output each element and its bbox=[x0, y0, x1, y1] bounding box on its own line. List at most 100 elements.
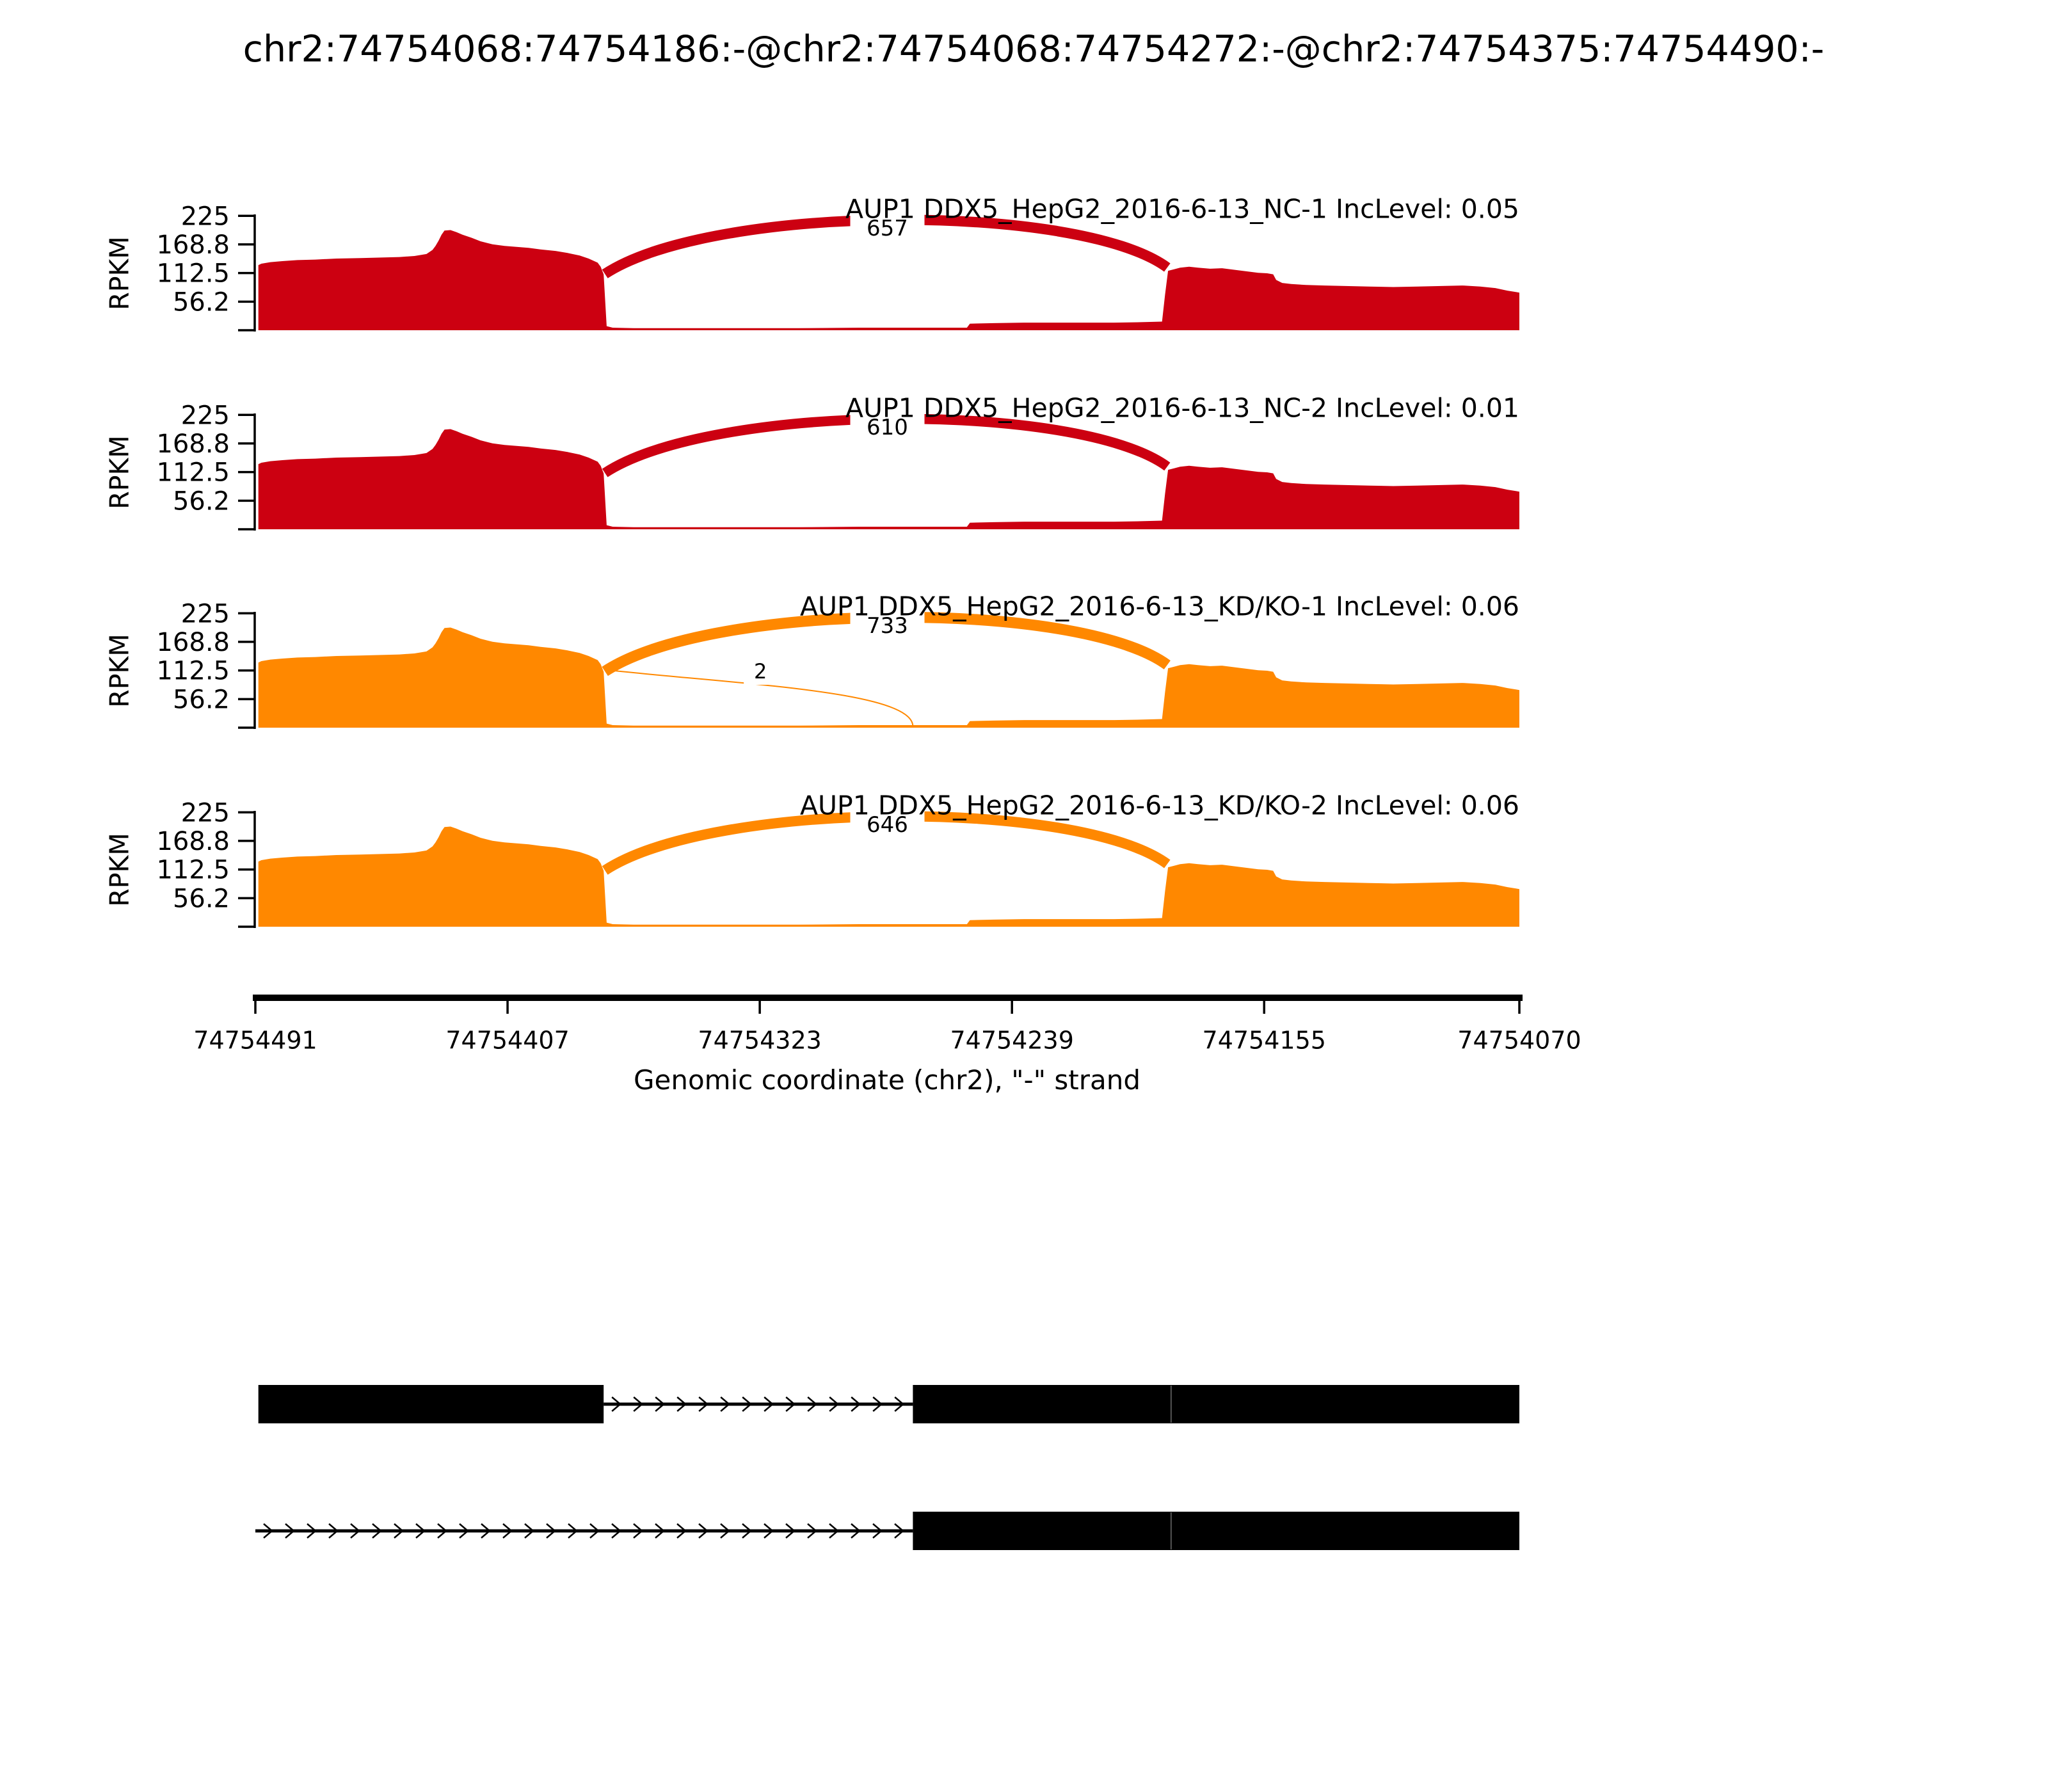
x-tick-label: 74754407 bbox=[445, 1026, 569, 1054]
strand-arrow-icon bbox=[720, 1396, 731, 1412]
strand-arrow-icon bbox=[894, 1523, 904, 1539]
exon-block bbox=[258, 1385, 604, 1423]
y-axis-title-group: RPKM bbox=[104, 833, 134, 906]
x-tick-label: 74754323 bbox=[698, 1026, 821, 1054]
strand-arrow-icon bbox=[350, 1523, 360, 1539]
strand-arrow-icon bbox=[589, 1523, 600, 1539]
transcript-models bbox=[255, 1385, 1519, 1550]
y-tick-label: 112.5 bbox=[156, 657, 230, 686]
strand-arrow-icon bbox=[807, 1396, 818, 1412]
junction-count-minor-bg bbox=[744, 658, 778, 685]
strand-arrow-icon bbox=[524, 1523, 534, 1539]
track-title: AUP1 DDX5_HepG2_2016-6-13_KD/KO-2 IncLev… bbox=[800, 790, 1519, 820]
exon-block bbox=[913, 1512, 1519, 1550]
y-tick-label: 112.5 bbox=[156, 856, 230, 885]
strand-arrow-icon bbox=[698, 1523, 708, 1539]
y-tick-label: 168.8 bbox=[156, 628, 230, 657]
strand-arrow-icon bbox=[785, 1396, 796, 1412]
y-tick-label: 56.2 bbox=[173, 884, 230, 913]
strand-arrow-icon bbox=[851, 1396, 861, 1412]
strand-arrow-icon bbox=[655, 1396, 666, 1412]
strand-arrow-icon bbox=[698, 1396, 709, 1412]
y-tick-label: 112.5 bbox=[156, 259, 230, 289]
coverage-area bbox=[258, 627, 1520, 728]
strand-arrow-icon bbox=[307, 1523, 317, 1539]
y-axis-title-group: RPKM bbox=[104, 435, 134, 509]
strand-arrow-icon bbox=[415, 1523, 426, 1539]
coverage-area bbox=[258, 826, 1520, 927]
x-axis-title: Genomic coordinate (chr2), "-" strand bbox=[634, 1064, 1140, 1096]
x-axis: 74754491 74754407 74754323 74754239 74754155… bbox=[193, 995, 1581, 1096]
strand-arrow-icon bbox=[502, 1523, 513, 1539]
strand-arrow-icon bbox=[676, 1396, 687, 1412]
y-axis-title-group: RPKM bbox=[104, 634, 134, 707]
coverage-area bbox=[258, 230, 1520, 330]
track-title: AUP1 DDX5_HepG2_2016-6-13_NC-2 IncLevel:… bbox=[845, 392, 1519, 423]
junction-count-label: 733 bbox=[867, 613, 908, 639]
junction-count-label: 646 bbox=[867, 812, 908, 838]
track-title: AUP1 DDX5_HepG2_2016-6-13_NC-1 IncLevel:… bbox=[845, 193, 1519, 224]
plot-title: chr2:74754068:74754186:-@chr2:74754068:7… bbox=[243, 28, 1825, 70]
y-tick-label: 168.8 bbox=[156, 827, 230, 856]
y-axis-title: RPKM bbox=[104, 634, 134, 707]
y-tick-label: 56.2 bbox=[173, 486, 230, 516]
junction-count-label: 610 bbox=[867, 415, 908, 440]
strand-arrow-icon bbox=[568, 1523, 578, 1539]
y-axis-title: RPKM bbox=[104, 833, 134, 906]
x-axis-ticks: 74754491 74754407 74754323 74754239 74754155… bbox=[193, 1000, 1581, 1054]
track-title: AUP1 DDX5_HepG2_2016-6-13_KD/KO-1 IncLev… bbox=[800, 591, 1519, 621]
transcript-isoform-long-exon bbox=[258, 1385, 1519, 1423]
strand-arrow-icon bbox=[655, 1523, 665, 1539]
strand-arrow-icon bbox=[459, 1523, 469, 1539]
transcript-isoform-short-exon bbox=[255, 1512, 1519, 1550]
strand-arrow-icon bbox=[785, 1523, 796, 1539]
y-tick-label: 168.8 bbox=[156, 429, 230, 459]
strand-arrow-icon bbox=[546, 1523, 556, 1539]
strand-arrow-icon bbox=[872, 1396, 883, 1412]
junction-count-minor-label: 2 bbox=[754, 659, 767, 684]
strand-arrow-icon bbox=[807, 1523, 817, 1539]
x-axis-bar bbox=[253, 995, 1523, 1001]
strand-arrow-icon bbox=[676, 1523, 687, 1539]
strand-arrow-icon bbox=[742, 1396, 753, 1412]
y-tick-label: 225 bbox=[181, 401, 230, 430]
strand-arrow-icon bbox=[611, 1523, 621, 1539]
junction-count-bg bbox=[850, 413, 925, 441]
y-tick-label: 168.8 bbox=[156, 230, 230, 260]
junction-count-bg bbox=[850, 611, 925, 639]
y-tick-label: 225 bbox=[181, 599, 230, 628]
strand-arrow-icon bbox=[633, 1523, 643, 1539]
strand-arrow-icon bbox=[611, 1396, 622, 1412]
junction-count-bg bbox=[850, 214, 925, 242]
y-tick-label: 56.2 bbox=[173, 287, 230, 317]
strand-arrow-icon bbox=[764, 1523, 774, 1539]
strand-arrow-icon bbox=[851, 1523, 861, 1539]
strand-arrow-icon bbox=[764, 1396, 774, 1412]
y-axis-title-group: RPKM bbox=[104, 236, 134, 310]
strand-arrow-icon bbox=[742, 1523, 752, 1539]
y-tick-label: 56.2 bbox=[173, 685, 230, 714]
junction-count-bg bbox=[850, 810, 925, 838]
strand-arrow-icon bbox=[481, 1523, 491, 1539]
strand-arrow-icon bbox=[285, 1523, 295, 1539]
y-axis-title: RPKM bbox=[104, 435, 134, 509]
strand-arrow-icon bbox=[872, 1523, 883, 1539]
junction-arc-minor bbox=[609, 669, 914, 727]
x-tick-label: 74754070 bbox=[1457, 1026, 1581, 1054]
strand-arrow-icon bbox=[829, 1396, 840, 1412]
y-tick-label: 112.5 bbox=[156, 458, 230, 488]
strand-arrow-icon bbox=[894, 1396, 905, 1412]
strand-arrow-icon bbox=[394, 1523, 404, 1539]
strand-arrow-icon bbox=[720, 1523, 730, 1539]
strand-arrow-icon bbox=[633, 1396, 644, 1412]
x-tick-label: 74754491 bbox=[193, 1026, 317, 1054]
strand-arrow-icon bbox=[263, 1523, 273, 1539]
coverage-area bbox=[258, 429, 1520, 529]
junction-count-label: 657 bbox=[867, 216, 908, 241]
strand-arrow-icon bbox=[328, 1523, 339, 1539]
